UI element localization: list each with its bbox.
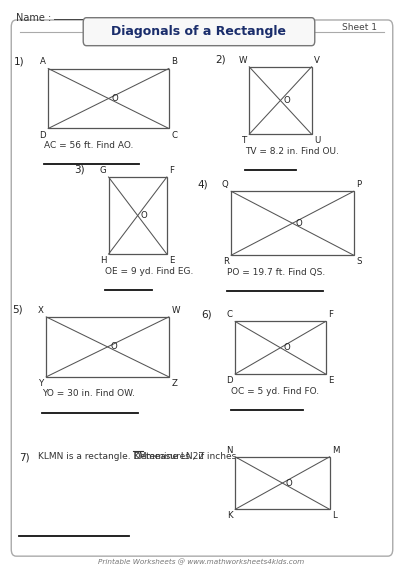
Text: O: O xyxy=(285,478,291,488)
Text: AC = 56 ft. Find AO.: AC = 56 ft. Find AO. xyxy=(44,141,133,150)
Text: 2): 2) xyxy=(215,54,225,65)
Text: L: L xyxy=(331,512,336,520)
Text: Diagonals of a Rectangle: Diagonals of a Rectangle xyxy=(111,25,286,38)
Text: C: C xyxy=(171,131,177,139)
FancyBboxPatch shape xyxy=(83,18,314,46)
Text: P: P xyxy=(355,180,360,189)
Text: H: H xyxy=(99,256,106,265)
Text: K: K xyxy=(227,512,232,520)
Text: KLMN is a rectangle. Detemine LN, if: KLMN is a rectangle. Detemine LN, if xyxy=(38,452,207,461)
Text: O: O xyxy=(140,211,147,220)
Text: 6): 6) xyxy=(200,309,211,319)
Text: Q: Q xyxy=(221,180,228,189)
Text: 7): 7) xyxy=(19,452,30,463)
Text: OE = 9 yd. Find EG.: OE = 9 yd. Find EG. xyxy=(104,267,192,276)
Text: YO = 30 in. Find OW.: YO = 30 in. Find OW. xyxy=(42,389,135,399)
Text: D: D xyxy=(226,376,232,385)
Text: 4): 4) xyxy=(196,179,207,189)
Text: O: O xyxy=(110,343,117,351)
Text: A: A xyxy=(40,58,46,66)
Text: B: B xyxy=(171,58,177,66)
Text: F: F xyxy=(327,311,332,319)
Bar xyxy=(235,321,325,374)
Text: V: V xyxy=(313,56,319,65)
Text: R: R xyxy=(222,258,228,266)
Text: Name :: Name : xyxy=(16,13,51,23)
Text: G: G xyxy=(99,166,106,175)
Bar xyxy=(235,457,329,509)
Text: Y: Y xyxy=(38,379,44,388)
Text: F: F xyxy=(169,166,174,175)
Bar xyxy=(231,191,353,255)
FancyBboxPatch shape xyxy=(11,20,392,556)
Text: T: T xyxy=(241,136,246,145)
Bar xyxy=(48,69,168,128)
Text: measures 22 inches.: measures 22 inches. xyxy=(142,452,238,461)
Text: M: M xyxy=(331,446,339,455)
Bar xyxy=(108,177,166,254)
Text: KM: KM xyxy=(132,452,146,461)
Text: O: O xyxy=(295,219,301,228)
Text: PO = 19.7 ft. Find QS.: PO = 19.7 ft. Find QS. xyxy=(227,268,324,277)
Text: D: D xyxy=(39,131,46,139)
Text: E: E xyxy=(169,256,174,265)
Text: 5): 5) xyxy=(12,304,22,315)
Text: N: N xyxy=(226,446,232,455)
Text: W: W xyxy=(238,56,246,65)
Text: W: W xyxy=(171,306,179,315)
Text: C: C xyxy=(226,311,232,319)
Bar xyxy=(249,67,311,134)
Text: O: O xyxy=(283,343,289,352)
Text: 3): 3) xyxy=(74,164,85,175)
Text: U: U xyxy=(313,136,320,145)
Text: O: O xyxy=(283,96,289,105)
Text: Sheet 1: Sheet 1 xyxy=(341,23,377,32)
Text: O: O xyxy=(111,94,118,103)
Text: S: S xyxy=(355,258,361,266)
Text: TV = 8.2 in. Find OU.: TV = 8.2 in. Find OU. xyxy=(245,147,338,156)
Text: Z: Z xyxy=(171,379,177,388)
Text: X: X xyxy=(38,306,44,315)
Text: Printable Worksheets @ www.mathworksheets4kids.com: Printable Worksheets @ www.mathworksheet… xyxy=(97,558,304,565)
Text: E: E xyxy=(327,376,333,385)
Bar xyxy=(46,317,168,377)
Text: 1): 1) xyxy=(14,56,24,66)
Text: OC = 5 yd. Find FO.: OC = 5 yd. Find FO. xyxy=(231,387,318,396)
